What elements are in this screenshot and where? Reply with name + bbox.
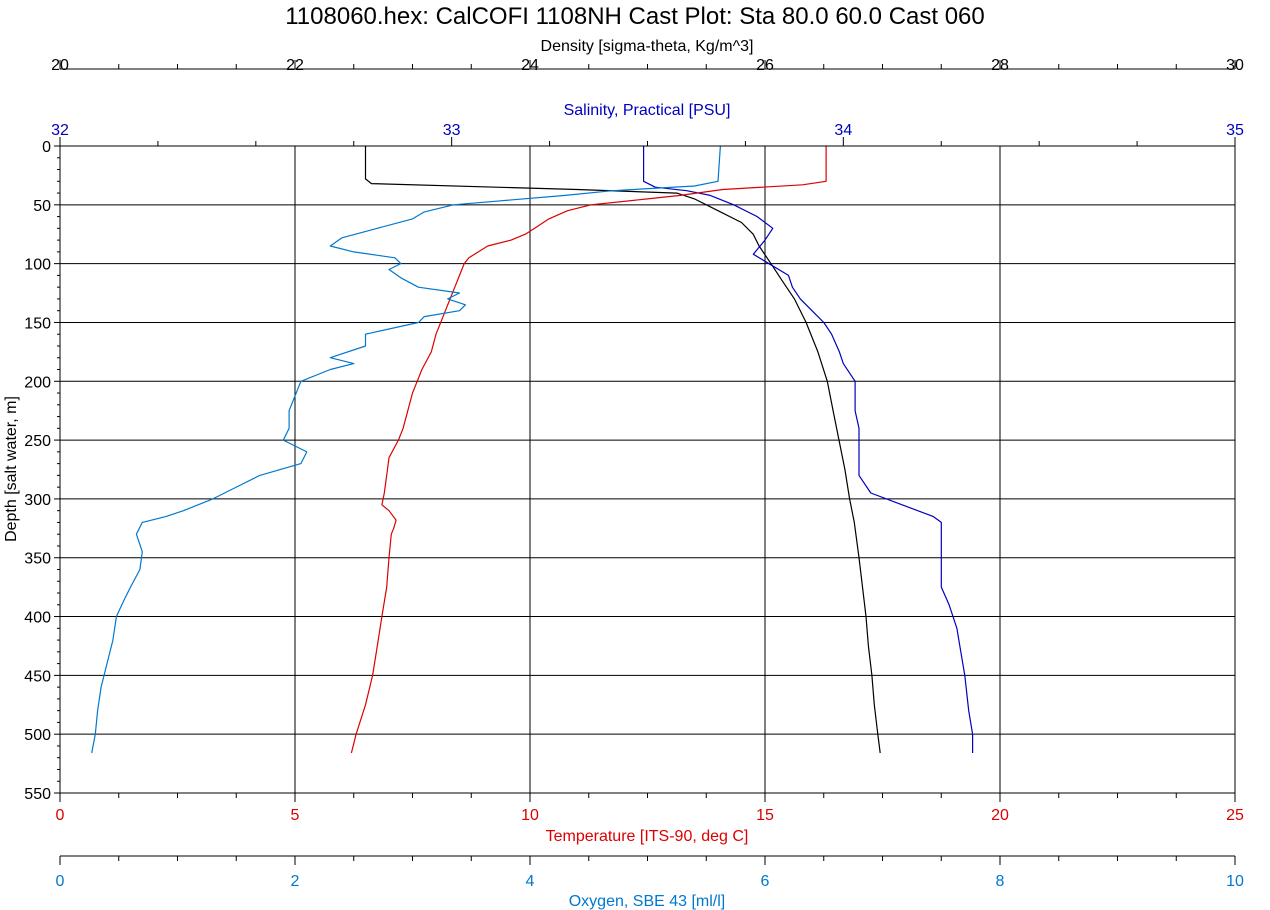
depth-tick-label-400: 400 bbox=[24, 610, 51, 627]
depth-tick-label-0: 0 bbox=[42, 139, 51, 156]
salinity-tick-label-32: 32 bbox=[51, 122, 69, 139]
oxygen-profile-line bbox=[91, 145, 721, 754]
density-axis-label: Density [sigma-theta, Kg/m^3] bbox=[541, 38, 754, 55]
profile-lines bbox=[91, 145, 974, 754]
density-tick-label-26: 26 bbox=[756, 57, 774, 74]
temperature-tick-label-25: 25 bbox=[1226, 807, 1244, 824]
depth-tick-label-50: 50 bbox=[33, 198, 51, 215]
temperature-tick-label-10: 10 bbox=[521, 807, 539, 824]
temperature-tick-label-15: 15 bbox=[756, 807, 774, 824]
plot-frame bbox=[59, 145, 1236, 794]
salinity-tick-label-35: 35 bbox=[1226, 122, 1244, 139]
oxygen-tick-label-8: 8 bbox=[996, 873, 1005, 890]
oxygen-tick-label-6: 6 bbox=[761, 873, 770, 890]
salinity-axis-label: Salinity, Practical [PSU] bbox=[564, 102, 731, 119]
depth-axis-label: Depth [salt water, m] bbox=[3, 396, 20, 542]
density-tick-label-30: 30 bbox=[1226, 57, 1244, 74]
temperature-profile-line bbox=[350, 146, 827, 754]
depth-tick-label-450: 450 bbox=[24, 668, 51, 685]
oxygen-tick-label-0: 0 bbox=[56, 873, 65, 890]
depth-tick-label-250: 250 bbox=[24, 433, 51, 450]
chart-title: 1108060.hex: CalCOFI 1108NH Cast Plot: S… bbox=[285, 3, 985, 30]
salinity-tick-label-33: 33 bbox=[443, 122, 461, 139]
oxygen-tick-label-10: 10 bbox=[1226, 873, 1244, 890]
depth-tick-label-100: 100 bbox=[24, 257, 51, 274]
depth-tick-label-550: 550 bbox=[24, 786, 51, 803]
salinity-profile-line bbox=[642, 146, 974, 753]
density-profile-line bbox=[364, 146, 881, 754]
temperature-tick-label-0: 0 bbox=[56, 807, 65, 824]
temperature-tick-label-5: 5 bbox=[291, 807, 300, 824]
temperature-tick-label-20: 20 bbox=[991, 807, 1009, 824]
depth-tick-label-300: 300 bbox=[24, 492, 51, 509]
depth-tick-label-200: 200 bbox=[24, 374, 51, 391]
oxygen-tick-label-4: 4 bbox=[526, 873, 535, 890]
depth-tick-label-150: 150 bbox=[24, 315, 51, 332]
density-tick-label-22: 22 bbox=[286, 57, 304, 74]
depth-tick-label-350: 350 bbox=[24, 551, 51, 568]
oxygen-axis-label: Oxygen, SBE 43 [ml/l] bbox=[569, 893, 726, 910]
temperature-axis-label: Temperature [ITS-90, deg C] bbox=[546, 828, 749, 845]
density-tick-label-20: 20 bbox=[51, 57, 69, 74]
oxygen-tick-label-2: 2 bbox=[291, 873, 300, 890]
salinity-tick-label-34: 34 bbox=[834, 122, 852, 139]
grid bbox=[60, 146, 1235, 793]
density-tick-label-28: 28 bbox=[991, 57, 1009, 74]
density-tick-label-24: 24 bbox=[521, 57, 539, 74]
depth-tick-label-500: 500 bbox=[24, 727, 51, 744]
